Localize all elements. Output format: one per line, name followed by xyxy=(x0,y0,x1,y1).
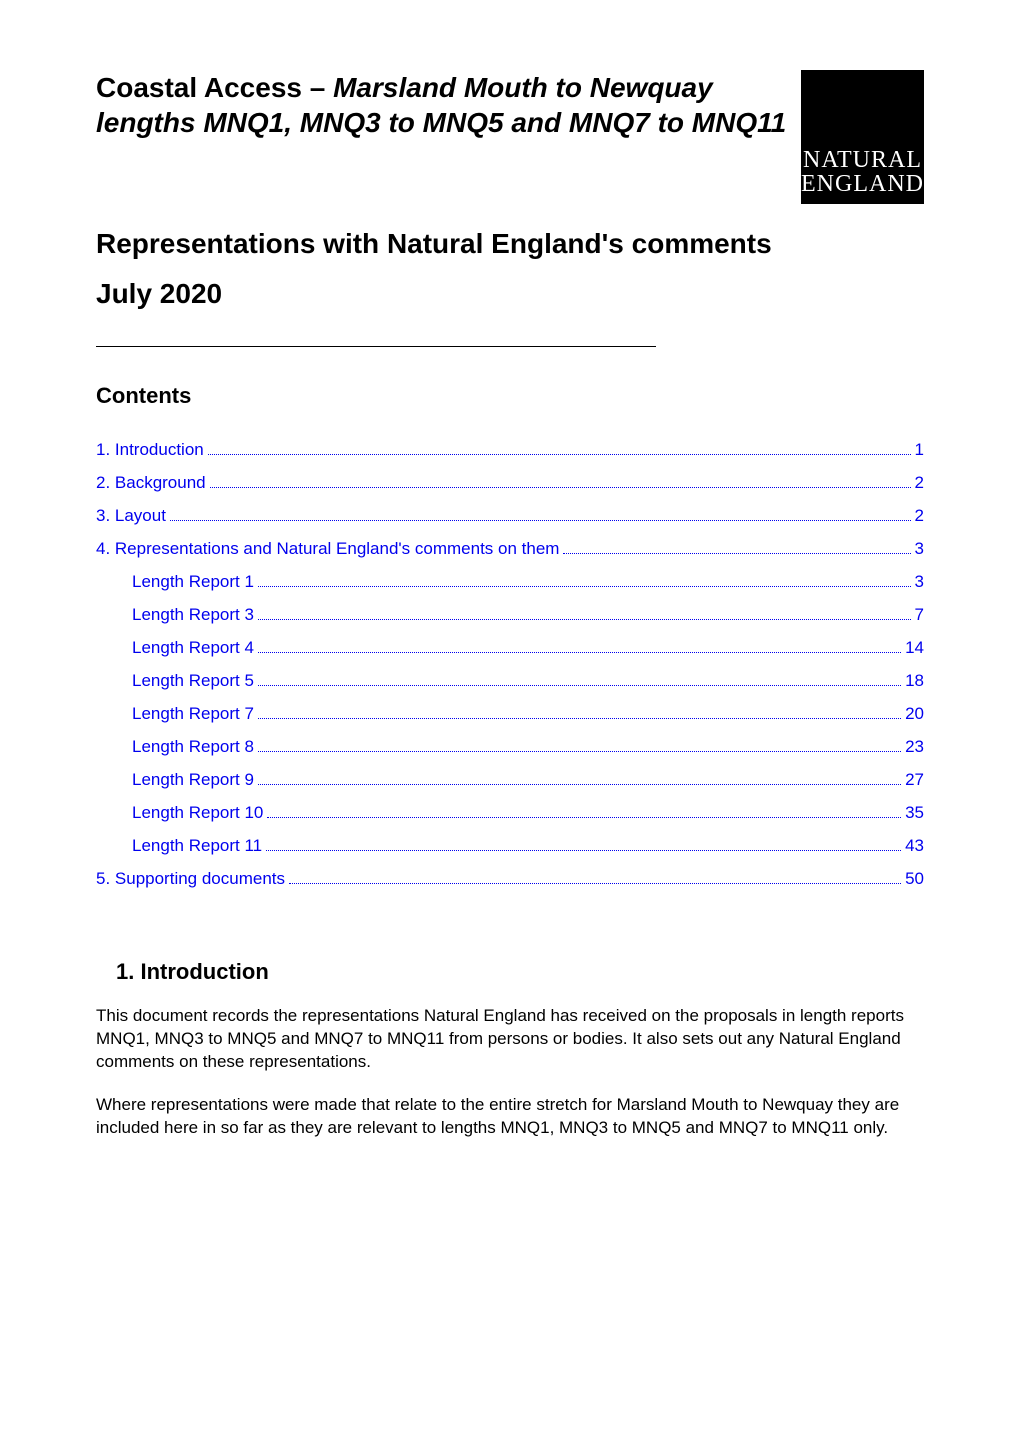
toc-leader xyxy=(563,536,910,554)
toc-page: 20 xyxy=(905,704,924,724)
toc-leader xyxy=(267,800,901,818)
toc-label: 3. Layout xyxy=(96,506,166,526)
toc-leader xyxy=(258,701,901,719)
natural-england-logo: NATURAL ENGLAND xyxy=(801,70,924,204)
logo-text-line1: NATURAL xyxy=(803,148,922,172)
toc-entry[interactable]: Length Report 10 35 xyxy=(96,800,924,823)
header-row: Coastal Access – Marsland Mouth to Newqu… xyxy=(96,70,924,204)
toc-page: 23 xyxy=(905,737,924,757)
toc-leader xyxy=(258,569,911,587)
toc-entry[interactable]: Length Report 4 14 xyxy=(96,635,924,658)
toc-label: Length Report 8 xyxy=(132,737,254,757)
toc-page: 2 xyxy=(915,506,924,526)
toc-entry[interactable]: 2. Background 2 xyxy=(96,470,924,493)
section-1-heading: 1. Introduction xyxy=(116,959,924,985)
toc-leader xyxy=(258,767,901,785)
toc-page: 27 xyxy=(905,770,924,790)
document-date: July 2020 xyxy=(96,278,924,310)
toc-label: Length Report 3 xyxy=(132,605,254,625)
toc-entry[interactable]: Length Report 7 20 xyxy=(96,701,924,724)
toc-leader xyxy=(258,734,901,752)
title-prefix: Coastal Access – xyxy=(96,72,333,103)
toc-leader xyxy=(258,602,911,620)
toc-page: 50 xyxy=(905,869,924,889)
toc-label: 2. Background xyxy=(96,473,206,493)
toc-label: Length Report 7 xyxy=(132,704,254,724)
toc-label: Length Report 5 xyxy=(132,671,254,691)
toc-entry[interactable]: Length Report 11 43 xyxy=(96,833,924,856)
main-heading: Representations with Natural England's c… xyxy=(96,228,924,260)
toc-entry[interactable]: 4. Representations and Natural England's… xyxy=(96,536,924,559)
toc-page: 3 xyxy=(915,539,924,559)
toc-label: Length Report 9 xyxy=(132,770,254,790)
toc-page: 1 xyxy=(915,440,924,460)
toc-label: Length Report 4 xyxy=(132,638,254,658)
toc-page: 35 xyxy=(905,803,924,823)
toc-leader xyxy=(266,833,901,851)
toc-entry[interactable]: 3. Layout 2 xyxy=(96,503,924,526)
toc-entry[interactable]: Length Report 5 18 xyxy=(96,668,924,691)
toc-page: 7 xyxy=(915,605,924,625)
divider xyxy=(96,346,656,347)
toc-entry[interactable]: Length Report 3 7 xyxy=(96,602,924,625)
toc-page: 3 xyxy=(915,572,924,592)
toc-entry[interactable]: 1. Introduction 1 xyxy=(96,437,924,460)
logo-text-line2: ENGLAND xyxy=(801,172,924,196)
toc-label: 1. Introduction xyxy=(96,440,204,460)
toc-leader xyxy=(210,470,911,488)
contents-heading: Contents xyxy=(96,383,924,409)
table-of-contents: 1. Introduction 1 2. Background 2 3. Layout 2… xyxy=(96,437,924,889)
toc-entry[interactable]: Length Report 1 3 xyxy=(96,569,924,592)
toc-label: 4. Representations and Natural England's… xyxy=(96,539,559,559)
toc-page: 2 xyxy=(915,473,924,493)
toc-label: Length Report 1 xyxy=(132,572,254,592)
toc-leader xyxy=(289,866,901,884)
document-title: Coastal Access – Marsland Mouth to Newqu… xyxy=(96,70,801,140)
toc-leader xyxy=(258,668,901,686)
toc-leader xyxy=(258,635,901,653)
intro-para-1: This document records the representation… xyxy=(96,1005,924,1074)
toc-leader xyxy=(208,437,911,455)
page: Coastal Access – Marsland Mouth to Newqu… xyxy=(0,0,1020,1442)
toc-leader xyxy=(170,503,911,521)
toc-page: 14 xyxy=(905,638,924,658)
intro-para-2: Where representations were made that rel… xyxy=(96,1094,924,1140)
toc-page: 18 xyxy=(905,671,924,691)
toc-label: 5. Supporting documents xyxy=(96,869,285,889)
toc-page: 43 xyxy=(905,836,924,856)
document-title-block: Coastal Access – Marsland Mouth to Newqu… xyxy=(96,70,801,140)
toc-label: Length Report 10 xyxy=(132,803,263,823)
toc-entry[interactable]: Length Report 8 23 xyxy=(96,734,924,757)
toc-label: Length Report 11 xyxy=(132,836,262,856)
toc-entry[interactable]: Length Report 9 27 xyxy=(96,767,924,790)
toc-entry[interactable]: 5. Supporting documents 50 xyxy=(96,866,924,889)
